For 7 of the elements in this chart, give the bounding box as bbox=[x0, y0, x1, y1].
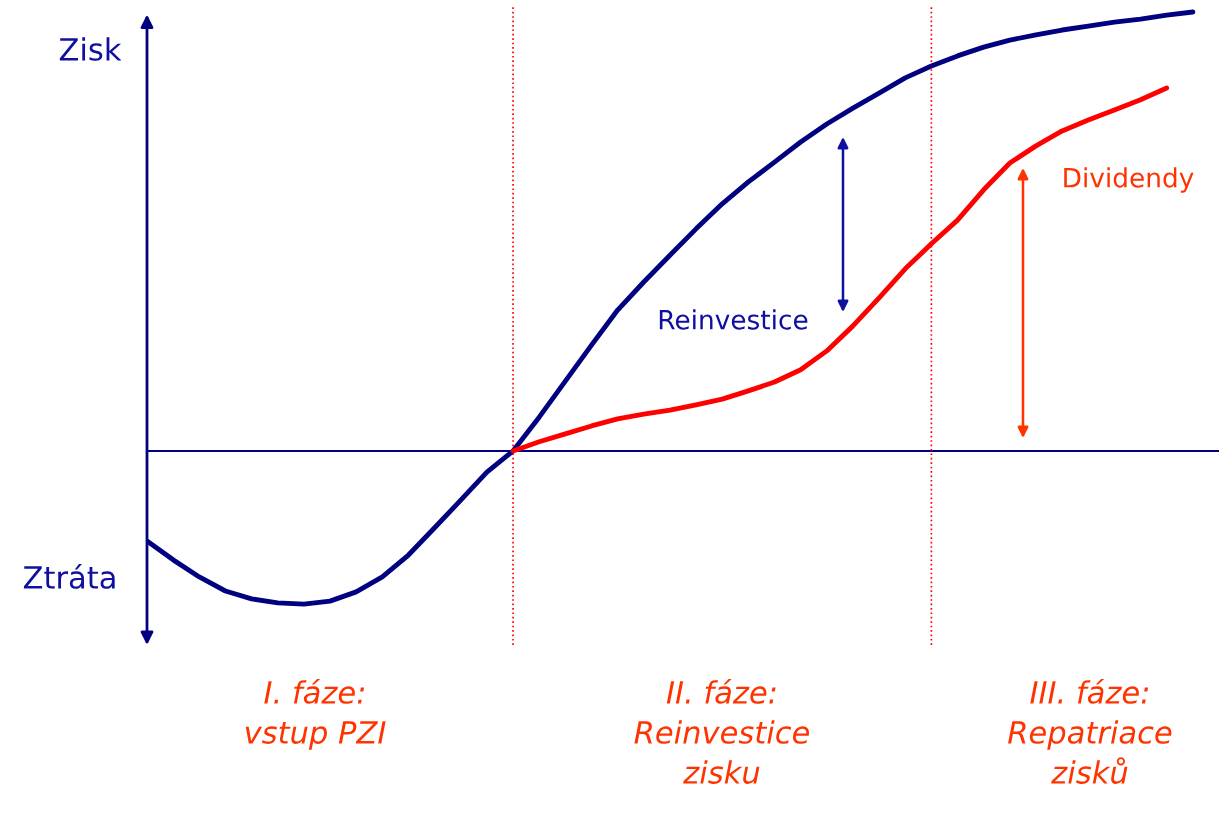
text: Zisk bbox=[59, 37, 122, 61]
annotation: Dividendy bbox=[1064, 167, 1194, 193]
annotation: Reinvestice bbox=[659, 309, 808, 330]
text: III. fáze: Repatriace zisků bbox=[1008, 678, 1172, 784]
text: I. fáze: vstup PZI bbox=[245, 678, 386, 750]
text: Ztráta bbox=[23, 563, 115, 589]
text: II. fáze: Reinvestice zisku bbox=[634, 678, 810, 784]
